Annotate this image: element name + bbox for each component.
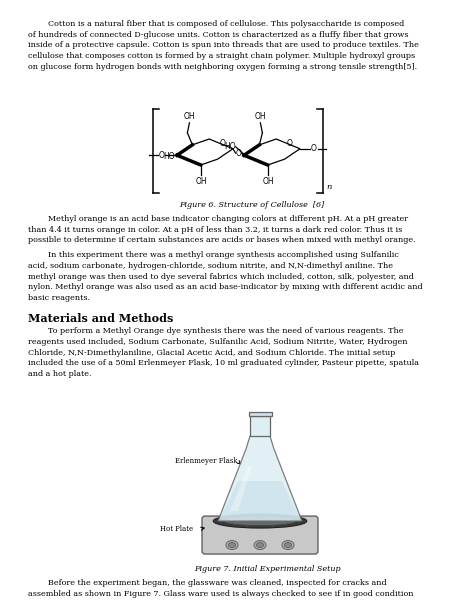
Text: Cotton is a natural fiber that is composed of cellulose. This polysaccharide is : Cotton is a natural fiber that is compos… <box>28 20 419 70</box>
Ellipse shape <box>226 541 238 550</box>
Text: Erlenmeyer Flask: Erlenmeyer Flask <box>175 457 237 465</box>
Ellipse shape <box>256 543 264 547</box>
Text: O: O <box>311 144 317 153</box>
Text: Figure 7. Initial Experimental Setup: Figure 7. Initial Experimental Setup <box>194 565 340 573</box>
Ellipse shape <box>213 514 307 528</box>
Ellipse shape <box>282 541 294 550</box>
Ellipse shape <box>284 543 292 547</box>
Polygon shape <box>220 481 300 519</box>
Text: OH: OH <box>255 112 266 121</box>
Ellipse shape <box>254 541 266 550</box>
Text: OH: OH <box>196 177 208 186</box>
Polygon shape <box>218 436 302 521</box>
Text: O: O <box>286 139 292 148</box>
Text: O: O <box>236 148 241 158</box>
Text: Methyl orange is an acid base indicator changing colors at different pH. At a pH: Methyl orange is an acid base indicator … <box>28 215 416 245</box>
Text: OH: OH <box>263 177 274 186</box>
Text: O: O <box>219 139 225 148</box>
Bar <box>250 416 270 436</box>
Text: HO: HO <box>164 152 175 161</box>
Ellipse shape <box>224 517 296 525</box>
Text: O: O <box>159 151 165 160</box>
Text: Materials and Methods: Materials and Methods <box>28 313 173 324</box>
Bar <box>249 412 272 416</box>
Text: n: n <box>326 183 331 191</box>
Ellipse shape <box>228 543 236 547</box>
Text: Before the experiment began, the glassware was cleaned, inspected for cracks and: Before the experiment began, the glasswa… <box>28 579 413 598</box>
Text: To perform a Methyl Orange dye synthesis there was the need of various reagents.: To perform a Methyl Orange dye synthesis… <box>28 327 419 378</box>
Text: HO: HO <box>224 142 236 151</box>
Text: In this experiment there was a methyl orange synthesis accomplished using Sulfan: In this experiment there was a methyl or… <box>28 251 423 302</box>
Text: Hot Plate: Hot Plate <box>160 525 193 533</box>
Text: Figure 6. Structure of Cellulose  [6]: Figure 6. Structure of Cellulose [6] <box>179 201 325 209</box>
Polygon shape <box>230 466 252 511</box>
Text: OH: OH <box>183 112 195 121</box>
FancyBboxPatch shape <box>202 516 318 554</box>
